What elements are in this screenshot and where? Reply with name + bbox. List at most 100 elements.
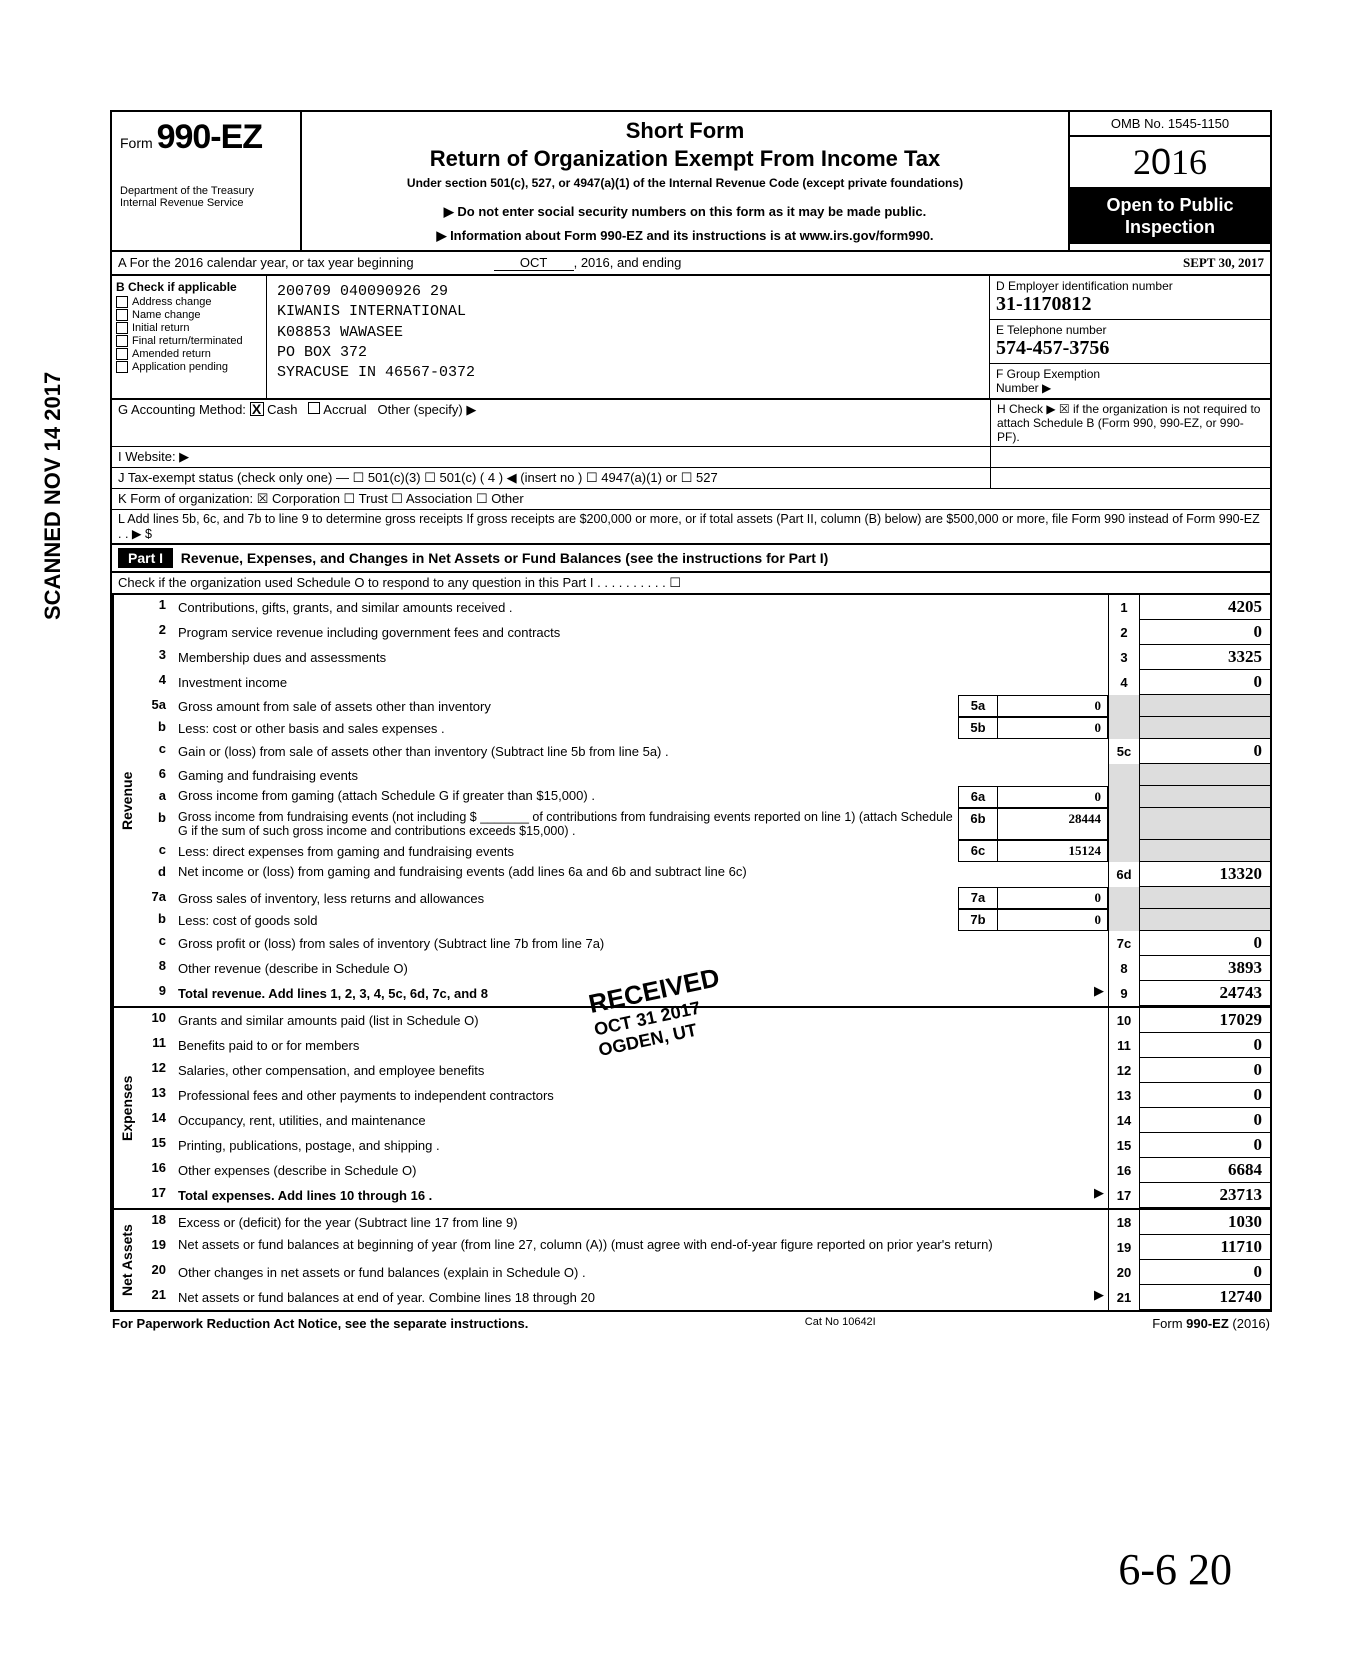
no-ssn: ▶ Do not enter social security numbers o… [314,204,1056,220]
line-desc: Net assets or fund balances at end of ye… [174,1285,1090,1310]
line-val: 0 [1140,739,1270,764]
line-val: 0 [1140,670,1270,695]
f-label: F Group Exemption [996,367,1264,381]
checkbox-cash[interactable]: X [250,402,264,416]
footer-left: For Paperwork Reduction Act Notice, see … [112,1316,528,1331]
section-c: 200709 040090926 29 KIWANIS INTERNATIONA… [267,276,990,398]
line-desc: Grants and similar amounts paid (list in… [174,1008,1108,1033]
omb: OMB No. 1545-1150 [1070,112,1270,137]
section-b: B Check if applicable Address change Nam… [112,276,267,398]
line-val: 12740 [1140,1285,1270,1310]
row-i: I Website: ▶ [112,447,990,467]
header-right: OMB No. 1545-1150 2016 Open to Public In… [1070,112,1270,250]
part1-label: Part I [118,548,173,568]
c-line: K08853 WAWASEE [277,323,979,343]
f-label2: Number ▶ [996,381,1264,395]
dept: Department of the Treasury Internal Reve… [120,185,292,209]
sub-val: 0 [998,786,1108,808]
line-desc: Gain or (loss) from sale of assets other… [174,739,1108,764]
section-f: F Group Exemption Number ▶ [990,364,1270,398]
row-k: K Form of organization: ☒ Corporation ☐ … [112,489,1270,509]
g-cash: Cash [267,402,297,417]
g-accrual: Accrual [323,402,366,417]
expenses-table: Expenses 10Grants and similar amounts pa… [110,1008,1272,1210]
line-desc: Less: cost of goods sold [174,909,958,931]
c-line: SYRACUSE IN 46567-0372 [277,363,979,383]
revenue-label: Revenue [112,595,140,1006]
line-val: 0 [1140,1108,1270,1133]
tax-year: 2016 [1070,137,1270,189]
line-desc: Gross income from gaming (attach Schedul… [174,786,958,808]
footer-right: Form 990-EZ (2016) [1152,1316,1270,1331]
line-desc: Net assets or fund balances at beginning… [174,1235,1108,1260]
row-g: G Accounting Method: X Cash Accrual Othe… [112,400,990,446]
c-line: KIWANIS INTERNATIONAL [277,302,979,322]
row-a-begin: OCT [494,255,574,271]
line-desc: Less: direct expenses from gaming and fu… [174,840,958,862]
line-desc: Gaming and fundraising events [174,764,1108,786]
row-a-end: SEPT 30, 2017 [1183,255,1264,271]
line-val: 3893 [1140,956,1270,981]
form-number: 990-EZ [157,118,263,156]
g-label: G Accounting Method: [118,402,246,417]
line-val: 17029 [1140,1008,1270,1033]
netassets-label: Net Assets [112,1210,140,1310]
c-line: 200709 040090926 29 [277,282,979,302]
sub-val: 0 [998,887,1108,909]
header-center: Short Form Return of Organization Exempt… [302,112,1070,250]
bcd-row: B Check if applicable Address change Nam… [110,276,1272,400]
section-d: D Employer identification number 31-1170… [990,276,1270,320]
section-b-hdr: B Check if applicable [116,280,262,294]
checkbox[interactable] [116,296,128,308]
handwritten-note: 6-6 20 [1118,1544,1232,1595]
line-desc: Benefits paid to or for members [174,1033,1108,1058]
row-a-mid: , 2016, and ending [574,255,682,271]
line-val: 24743 [1140,981,1270,1006]
revenue-table: Revenue 1Contributions, gifts, grants, a… [110,595,1272,1008]
expenses-lines: 10Grants and similar amounts paid (list … [140,1008,1270,1208]
line-desc: Professional fees and other payments to … [174,1083,1108,1108]
line-desc: Program service revenue including govern… [174,620,1108,645]
netassets-table: Net Assets 18Excess or (deficit) for the… [110,1210,1272,1312]
c-line: PO BOX 372 [277,343,979,363]
netassets-lines: 18Excess or (deficit) for the year (Subt… [140,1210,1270,1310]
open-1: Open to Public [1072,195,1268,217]
line-desc: Gross income from fundraising events (no… [174,808,958,840]
line-desc: Gross sales of inventory, less returns a… [174,887,958,909]
dept-2: Internal Revenue Service [120,197,292,209]
checkbox[interactable] [116,335,128,347]
checkbox[interactable] [116,322,128,334]
line-val: 3325 [1140,645,1270,670]
sub-val: 0 [998,909,1108,931]
line-val: 0 [1140,931,1270,956]
checkbox[interactable] [116,309,128,321]
line-desc: Gross amount from sale of assets other t… [174,695,958,717]
sub-val: 0 [998,717,1108,739]
checkbox[interactable] [116,348,128,360]
line-desc: Occupancy, rent, utilities, and maintena… [174,1108,1108,1133]
line-val: 0 [1140,1033,1270,1058]
line-val: 23713 [1140,1183,1270,1208]
row-j: J Tax-exempt status (check only one) — ☐… [112,468,990,488]
return-title: Return of Organization Exempt From Incom… [314,146,1056,172]
checkbox[interactable] [116,361,128,373]
form-header: Form 990-EZ Department of the Treasury I… [110,110,1272,252]
d-label: D Employer identification number [996,279,1264,293]
expenses-label: Expenses [112,1008,140,1208]
row-a: A For the 2016 calendar year, or tax yea… [110,252,1272,276]
checkbox-accrual[interactable] [308,402,320,414]
line-desc: Excess or (deficit) for the year (Subtra… [174,1210,1108,1235]
line-val: 1030 [1140,1210,1270,1235]
line-desc: Other revenue (describe in Schedule O) [174,956,1108,981]
under-section: Under section 501(c), 527, or 4947(a)(1)… [314,176,1056,190]
sub-val: 28444 [998,808,1108,840]
line-val: 11710 [1140,1235,1270,1260]
row-l: L Add lines 5b, 6c, and 7b to line 9 to … [112,510,1270,543]
revenue-lines: 1Contributions, gifts, grants, and simil… [140,595,1270,1006]
d-value: 31-1170812 [996,293,1264,316]
part1-header: Part I Revenue, Expenses, and Changes in… [110,545,1272,573]
row-h: H Check ▶ ☒ if the organization is not r… [990,400,1270,446]
line-val: 0 [1140,620,1270,645]
g-other: Other (specify) ▶ [377,402,476,417]
form-label: Form [120,135,153,151]
